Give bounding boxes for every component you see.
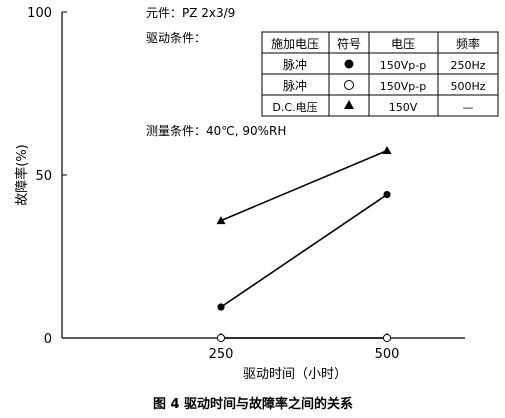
legend-row-1-frequency: 250Hz	[450, 59, 485, 72]
y-tick-label-100: 100	[27, 6, 52, 21]
legend-header-applied-voltage: 施加电压	[271, 37, 319, 51]
drive-conditions-annotation: 驱动条件：	[146, 31, 206, 45]
legend-row-1-voltage: 150Vp-p	[380, 59, 426, 72]
legend-row-1-type: 脉冲	[283, 57, 307, 72]
series-3-point-2	[382, 333, 392, 343]
open-circle-icon	[344, 80, 354, 90]
series-1-line	[220, 149, 388, 222]
x-tick-label-500: 500	[375, 347, 400, 362]
series-3-point-1	[216, 333, 226, 343]
legend-row-2-type: 脉冲	[283, 78, 307, 93]
legend-header-voltage: 电压	[391, 37, 415, 51]
y-tick-label-50: 50	[35, 169, 52, 184]
legend-row-2-voltage: 150Vp-p	[380, 80, 426, 93]
legend-header-frequency: 频率	[456, 36, 480, 51]
series-2-point-2	[383, 190, 391, 199]
y-tick-label-0: 0	[44, 332, 52, 347]
element-annotation: 元件：PZ 2x3/9	[146, 6, 235, 20]
series-2-line	[220, 193, 388, 308]
filled-triangle-icon	[344, 100, 354, 109]
legend-table: 施加电压 符号 电压 频率 脉冲 150Vp-p 250Hz 脉冲 150Vp-…	[261, 31, 499, 117]
chart-title: 图 4 驱动时间与故障率之间的关系	[153, 396, 353, 412]
series-layer	[216, 146, 392, 343]
series-2-point-1	[217, 303, 225, 311]
x-axis-label: 驱动时间（小时）	[243, 367, 347, 382]
legend-row-3-frequency: —	[463, 101, 474, 114]
series-1-point-2	[382, 146, 392, 155]
legend-row-3-voltage: 150V	[389, 101, 418, 114]
y-axis-label: 故障率(%)	[14, 144, 30, 206]
x-tick-label-250: 250	[209, 347, 234, 362]
legend-row-2-frequency: 500Hz	[450, 80, 485, 93]
measure-conditions-annotation: 测量条件：40℃, 90%RH	[146, 124, 286, 138]
series-1-point-1	[216, 216, 226, 225]
legend-header-symbol: 符号	[337, 36, 361, 51]
legend-row-3-type: D.C.电压	[272, 101, 317, 114]
filled-circle-icon	[344, 59, 354, 69]
